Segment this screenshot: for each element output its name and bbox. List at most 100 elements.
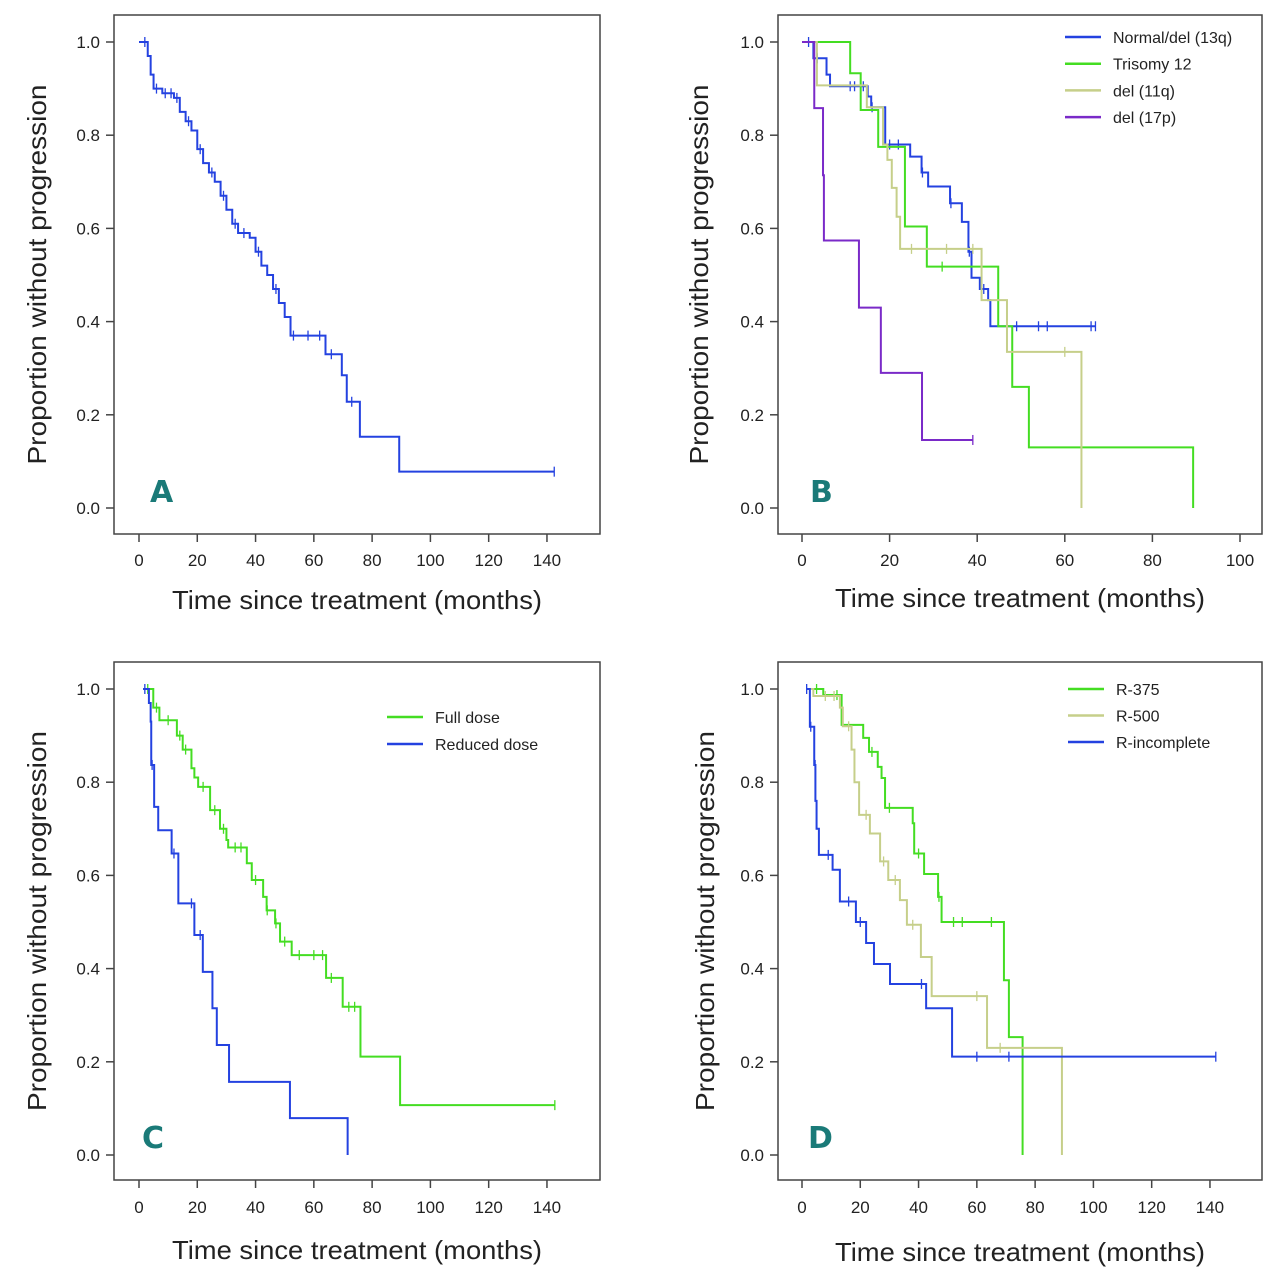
- y-tick-label: 0.8: [76, 126, 100, 145]
- y-tick-label: 0.4: [740, 960, 764, 979]
- x-axis-title: Time since treatment (months): [835, 1237, 1205, 1267]
- series-del-11q-: [804, 41, 1083, 508]
- y-tick-label: 0.2: [76, 406, 100, 425]
- y-tick-label: 0.0: [76, 499, 100, 518]
- y-tick-label: 0.2: [740, 1053, 764, 1072]
- series-reduced-dose: [143, 684, 349, 1155]
- plot-frame: [777, 661, 1263, 1181]
- series-full-dose: [143, 684, 556, 1111]
- plot-frame: [113, 661, 601, 1181]
- x-tick-label: 60: [967, 1198, 986, 1217]
- x-tick-label: 80: [363, 551, 382, 570]
- legend-label: R-500: [1116, 709, 1160, 726]
- y-tick-label: 0.2: [740, 406, 764, 425]
- x-tick-label: 120: [1137, 1198, 1165, 1217]
- series-r-375: [809, 684, 1024, 1155]
- x-axis-title: Time since treatment (months): [172, 585, 542, 615]
- series-all-patients: [139, 37, 555, 477]
- x-tick-label: 100: [1226, 551, 1254, 570]
- y-tick-label: 1.0: [76, 33, 100, 52]
- x-tick-label: 20: [188, 551, 207, 570]
- x-tick-label: 60: [1055, 551, 1074, 570]
- x-tick-label: 100: [416, 551, 444, 570]
- x-axis-title: Time since treatment (months): [835, 583, 1205, 613]
- x-tick-label: 0: [797, 551, 806, 570]
- series-r-500: [807, 688, 1063, 1155]
- panel-a: 0.0 0.2 0.4 0.6 0.8 1.0 0 20 40 60 80 100 120 140 Time…: [22, 14, 601, 615]
- x-tick-label: 100: [1079, 1198, 1107, 1217]
- legend-label: Normal/del (13q): [1113, 30, 1232, 47]
- y-tick-label: 1.0: [740, 33, 764, 52]
- x-tick-label: 60: [304, 551, 323, 570]
- y-axis-title: Proportion without progression: [690, 731, 720, 1111]
- y-axis-title: Proportion without progression: [684, 85, 714, 465]
- y-tick-label: 0.8: [76, 773, 100, 792]
- legend-label: Trisomy 12: [1113, 57, 1192, 74]
- x-tick-label: 40: [968, 551, 987, 570]
- x-tick-label: 80: [1026, 1198, 1045, 1217]
- y-tick-label: 0.8: [740, 773, 764, 792]
- x-tick-label: 0: [134, 1198, 143, 1217]
- x-tick-label: 140: [533, 551, 561, 570]
- survival-curve: [807, 688, 1063, 1155]
- survival-curve: [802, 41, 1096, 328]
- y-axis-title: Proportion without progression: [22, 85, 52, 465]
- series-trisomy-12: [804, 41, 1195, 508]
- x-tick-label: 60: [304, 1198, 323, 1217]
- y-tick-label: 0.6: [76, 866, 100, 885]
- legend-label: Full dose: [435, 710, 500, 727]
- survival-curve: [804, 41, 1195, 508]
- survival-curve: [143, 688, 349, 1155]
- survival-curve: [139, 41, 555, 473]
- panel-letter: D: [808, 1121, 833, 1156]
- survival-curve: [809, 688, 1024, 1155]
- panel-letter: A: [150, 475, 174, 510]
- x-tick-label: 0: [797, 1198, 806, 1217]
- series-r-incomplete: [806, 684, 1217, 1062]
- x-tick-label: 20: [188, 1198, 207, 1217]
- legend-label: R-incomplete: [1116, 735, 1210, 752]
- y-tick-label: 0.6: [740, 866, 764, 885]
- x-tick-label: 140: [533, 1198, 561, 1217]
- x-tick-label: 40: [246, 1198, 265, 1217]
- y-tick-label: 0.8: [740, 126, 764, 145]
- y-tick-label: 0.0: [740, 499, 764, 518]
- x-tick-label: 120: [474, 551, 502, 570]
- y-tick-label: 0.6: [76, 219, 100, 238]
- y-tick-label: 0.6: [740, 219, 764, 238]
- legend-label: del (11q): [1113, 83, 1175, 100]
- x-tick-label: 100: [416, 1198, 444, 1217]
- y-tick-label: 1.0: [740, 680, 764, 699]
- x-tick-label: 20: [880, 551, 899, 570]
- x-tick-label: 40: [909, 1198, 928, 1217]
- legend-label: R-375: [1116, 682, 1160, 699]
- legend-label: del (17p): [1113, 110, 1176, 127]
- y-tick-label: 1.0: [76, 680, 100, 699]
- panel-c: 0.0 0.2 0.4 0.6 0.8 1.0 0 20 40 60 80 100 120 140 Time…: [22, 661, 601, 1265]
- y-axis-title: Proportion without progression: [22, 731, 52, 1111]
- x-tick-label: 40: [246, 551, 265, 570]
- plot-frame: [777, 14, 1263, 535]
- panel-letter: B: [810, 475, 833, 510]
- x-tick-label: 0: [134, 551, 143, 570]
- panel-letter: C: [142, 1121, 164, 1156]
- plot-frame: [113, 14, 601, 535]
- x-tick-label: 80: [363, 1198, 382, 1217]
- survival-curve: [802, 41, 973, 441]
- x-axis-title: Time since treatment (months): [172, 1235, 542, 1265]
- panel-b: 0.0 0.2 0.4 0.6 0.8 1.0 0 20 40 60 80 100 Time since…: [684, 14, 1263, 613]
- survival-curve: [143, 688, 555, 1107]
- legend-label: Reduced dose: [435, 737, 538, 754]
- x-tick-label: 120: [474, 1198, 502, 1217]
- y-tick-label: 0.2: [76, 1053, 100, 1072]
- y-tick-label: 0.0: [740, 1146, 764, 1165]
- x-tick-label: 140: [1196, 1198, 1224, 1217]
- series-del-17p-: [802, 41, 974, 445]
- panel-d: 0.0 0.2 0.4 0.6 0.8 1.0 0 20 40 60 80 100 120 140 Time…: [690, 661, 1263, 1267]
- series-normal-del-13q-: [802, 37, 1097, 332]
- y-tick-label: 0.0: [76, 1146, 100, 1165]
- x-tick-label: 80: [1143, 551, 1162, 570]
- y-tick-label: 0.4: [740, 313, 764, 332]
- y-tick-label: 0.4: [76, 960, 100, 979]
